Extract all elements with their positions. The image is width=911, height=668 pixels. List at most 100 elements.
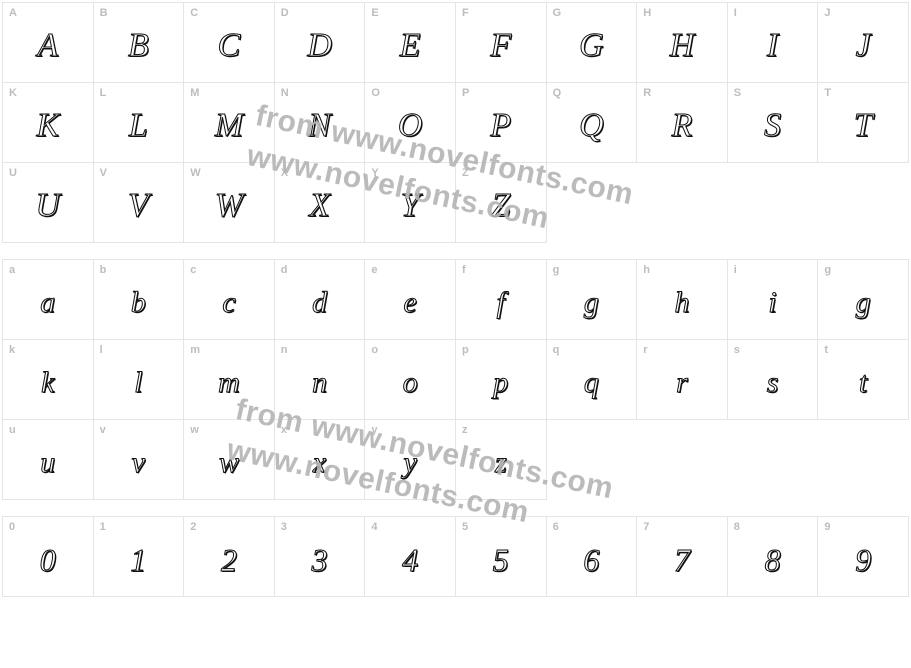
glyph: J <box>856 29 871 63</box>
key-label: f <box>462 264 466 276</box>
key-label: 8 <box>734 521 740 533</box>
glyph: 9 <box>855 544 871 576</box>
glyph: l <box>134 368 142 398</box>
glyph: Q <box>579 109 604 143</box>
glyph-cell: 00 <box>3 517 94 597</box>
key-label: B <box>100 7 108 19</box>
glyph-cell: 44 <box>365 517 456 597</box>
glyph-cell: dd <box>275 260 366 340</box>
key-label: n <box>281 344 288 356</box>
key-label: 9 <box>824 521 830 533</box>
glyph: h <box>674 288 689 318</box>
glyph-cell: FF <box>456 3 547 83</box>
glyph-cell: JJ <box>818 3 909 83</box>
glyph: T <box>854 109 873 143</box>
glyph-cell: ss <box>728 340 819 420</box>
glyph: z <box>495 448 507 478</box>
glyph: S <box>764 109 781 143</box>
key-label: J <box>824 7 830 19</box>
glyph-cell: zz <box>456 420 547 500</box>
glyph-cell: KK <box>3 83 94 163</box>
glyph: 7 <box>674 544 690 576</box>
glyph-cell: EE <box>365 3 456 83</box>
glyph: v <box>132 448 145 478</box>
glyph: x <box>313 448 326 478</box>
key-label: F <box>462 7 469 19</box>
section-uppercase: AABBCCDDEEFFGGHHIIJJKKLLMMNNOOPPQQRRSSTT… <box>2 2 909 243</box>
glyph: I <box>767 29 778 63</box>
glyph-cell: QQ <box>547 83 638 163</box>
key-label: Q <box>553 87 562 99</box>
glyph: Z <box>491 189 510 223</box>
glyph-cell: hh <box>637 260 728 340</box>
key-label: H <box>643 7 651 19</box>
key-label: r <box>643 344 648 356</box>
glyph: Y <box>401 189 420 223</box>
glyph: b <box>131 288 146 318</box>
glyph: E <box>400 29 421 63</box>
glyph: L <box>129 109 148 143</box>
glyph: N <box>308 109 331 143</box>
glyph: 0 <box>40 544 56 576</box>
key-label: Y <box>371 167 379 179</box>
glyph: d <box>312 288 327 318</box>
glyph-cell: ll <box>94 340 185 420</box>
character-map: AABBCCDDEEFFGGHHIIJJKKLLMMNNOOPPQQRRSSTT… <box>0 0 911 599</box>
key-label: L <box>100 87 107 99</box>
key-label: D <box>281 7 289 19</box>
key-label: T <box>824 87 831 99</box>
glyph-cell: VV <box>94 163 185 243</box>
glyph-cell: cc <box>184 260 275 340</box>
key-label: M <box>190 87 199 99</box>
key-label: 7 <box>643 521 649 533</box>
glyph-cell: MM <box>184 83 275 163</box>
glyph: P <box>490 109 511 143</box>
glyph-cell: yy <box>365 420 456 500</box>
glyph: V <box>128 189 149 223</box>
glyph-cell: CC <box>184 3 275 83</box>
glyph: 5 <box>493 544 509 576</box>
glyph-cell: qq <box>547 340 638 420</box>
key-label: m <box>190 344 200 356</box>
glyph: 3 <box>312 544 328 576</box>
key-label: G <box>553 7 562 19</box>
glyph: n <box>312 368 327 398</box>
glyph: K <box>36 109 59 143</box>
key-label: c <box>190 264 196 276</box>
section-digits: 00112233445566778899 <box>2 516 909 597</box>
glyph-cell: GG <box>547 3 638 83</box>
glyph-cell: PP <box>456 83 547 163</box>
key-label: 0 <box>9 521 15 533</box>
glyph: q <box>584 368 599 398</box>
key-label: 3 <box>281 521 287 533</box>
glyph: 6 <box>583 544 599 576</box>
glyph-cell: 88 <box>728 517 819 597</box>
glyph-cell: ZZ <box>456 163 547 243</box>
key-label: h <box>643 264 650 276</box>
key-label: I <box>734 7 737 19</box>
glyph: H <box>670 29 695 63</box>
glyph-cell: ee <box>365 260 456 340</box>
glyph-cell: II <box>728 3 819 83</box>
key-label: Z <box>462 167 469 179</box>
glyph-cell: BB <box>94 3 185 83</box>
glyph-cell: gg <box>818 260 909 340</box>
glyph: W <box>215 189 243 223</box>
glyph-cell: 22 <box>184 517 275 597</box>
glyph: 8 <box>765 544 781 576</box>
glyph-cell: 33 <box>275 517 366 597</box>
glyph-cell: gg <box>547 260 638 340</box>
glyph-cell: ff <box>456 260 547 340</box>
glyph: t <box>859 368 867 398</box>
glyph: c <box>222 288 235 318</box>
glyph: s <box>767 368 779 398</box>
glyph: f <box>497 288 505 318</box>
glyph-cell: 77 <box>637 517 728 597</box>
glyph: g <box>856 288 871 318</box>
glyph-cell: UU <box>3 163 94 243</box>
glyph-cell: 55 <box>456 517 547 597</box>
glyph-cell: TT <box>818 83 909 163</box>
glyph-cell: 66 <box>547 517 638 597</box>
key-label: z <box>462 424 468 436</box>
key-label: k <box>9 344 15 356</box>
